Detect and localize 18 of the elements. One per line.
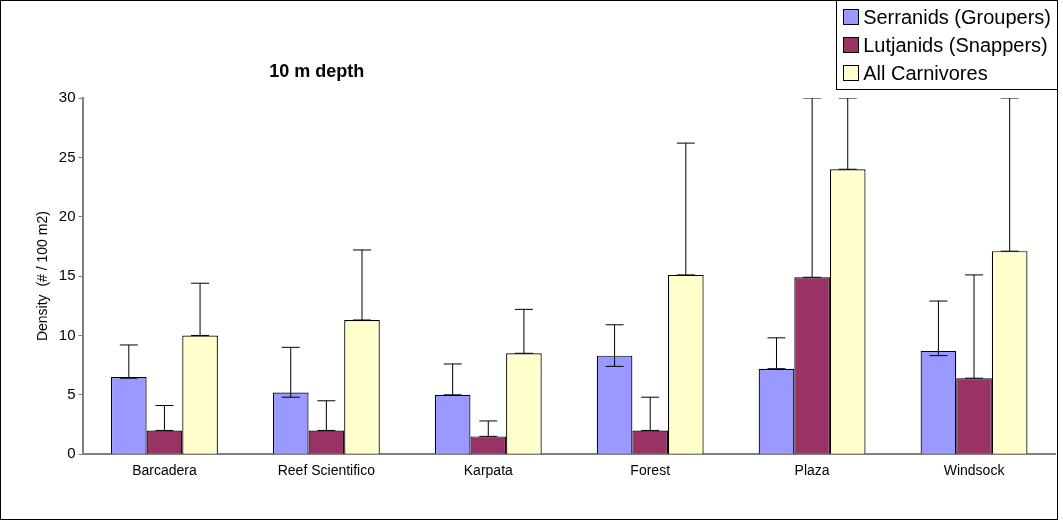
y-tick-label: 10	[58, 325, 76, 343]
y-tick-label: 30	[58, 88, 76, 106]
y-tick-label: 15	[58, 266, 76, 284]
y-tick-label: 20	[58, 206, 76, 224]
x-tick-label: Reef Scientifico	[277, 462, 376, 479]
x-tick-label: Plaza	[794, 462, 830, 479]
y-axis-title: Density (# / 100 m2)	[34, 211, 51, 342]
chart-title: 10 m depth	[269, 61, 365, 81]
x-tick-label: Karpata	[463, 462, 514, 479]
y-tick-label: 0	[67, 444, 76, 462]
y-tick-label: 25	[58, 147, 76, 165]
x-tick-label: Barcadera	[132, 462, 197, 479]
legend-label: Serranids (Groupers)	[863, 5, 1051, 30]
y-tick-label: 5	[67, 384, 76, 402]
legend-label: All Carnivores	[863, 61, 988, 86]
x-tick-label: Forest	[630, 462, 671, 479]
x-tick-label: Windsock	[943, 462, 1006, 479]
legend-label: Lutjanids (Snappers)	[863, 33, 1048, 58]
